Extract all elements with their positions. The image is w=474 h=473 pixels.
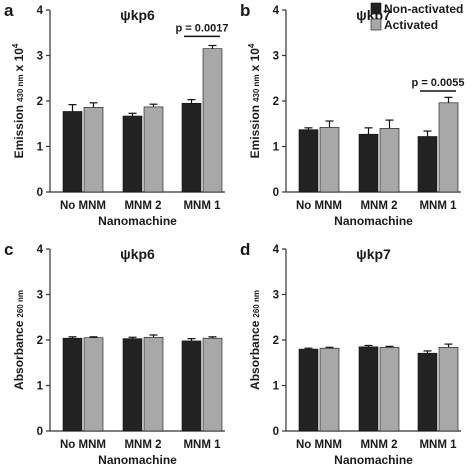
bar-non-activated	[62, 111, 83, 193]
y-axis-label: Absorbance 260 nm	[12, 290, 26, 390]
bar-non-activated	[358, 133, 379, 193]
panel-d: d ψkp7 0 1 2 3 4 Absorbance 260 nm No MNM MNM 2 MNM…	[240, 240, 461, 467]
category-label: MNM 1	[419, 439, 457, 451]
y-axis-label-suffix: x 10	[12, 48, 26, 72]
panel-letter: a	[4, 1, 14, 20]
y-axis-label-sub: 430 nm	[16, 74, 25, 102]
y-tick-label: 2	[273, 96, 279, 108]
legend-swatch	[370, 2, 382, 15]
y-tick-label: 1	[273, 142, 280, 154]
y-axis-label-sub: 260 nm	[252, 290, 261, 318]
y-tick-label: 0	[273, 187, 279, 199]
bar-activated	[438, 102, 459, 193]
bar-activated	[319, 127, 340, 193]
y-axis-label-exp: 4	[247, 43, 256, 48]
bar-activated	[202, 337, 223, 432]
x-axis-label: Nanomachine	[98, 453, 177, 467]
panel-c: c ψkp6 0 1 2 3 4 Absorbance 260 nm No MNM MNM 2 MNM…	[4, 240, 225, 467]
category-label: MNM 2	[124, 200, 161, 212]
panel-letter: b	[240, 1, 250, 20]
bar-non-activated	[122, 115, 143, 193]
category-label: MNM 2	[360, 200, 397, 212]
bar-activated	[83, 337, 104, 432]
bar-non-activated	[122, 338, 143, 432]
panel-letter: c	[4, 240, 13, 259]
y-tick-label: 1	[37, 142, 44, 154]
bar-non-activated	[417, 136, 438, 193]
panel-title: ψkp7	[356, 246, 391, 262]
bar-activated	[438, 346, 459, 432]
y-axis-label-main: Emission	[12, 105, 26, 158]
category-label: No MNM	[296, 439, 342, 451]
y-tick-label: 0	[37, 426, 43, 438]
y-tick-label: 4	[37, 5, 44, 17]
legend-label: Non-activated	[384, 2, 463, 16]
bar-activated	[83, 107, 104, 193]
y-axis-label: Absorbance 260 nm	[248, 290, 262, 390]
category-label: MNM 2	[124, 439, 161, 451]
y-tick-label: 2	[273, 335, 279, 347]
x-axis-label: Nanomachine	[334, 453, 413, 467]
category-label: MNM 1	[183, 439, 221, 451]
bar-activated	[202, 48, 223, 193]
y-axis-label: Emission 430 nm x 104	[247, 43, 262, 158]
legend: Non-activated Activated	[370, 2, 463, 32]
y-axis-label-main: Emission	[248, 105, 262, 158]
category-label: No MNM	[296, 200, 342, 212]
bar-activated	[143, 106, 164, 193]
bar-non-activated	[181, 340, 202, 432]
y-tick-label: 4	[273, 244, 280, 256]
y-axis-label-main: Absorbance	[248, 320, 262, 390]
y-tick-label: 4	[273, 5, 280, 17]
panel-title: ψkp7	[356, 7, 391, 23]
category-label: MNM 1	[183, 200, 221, 212]
category-label: MNM 1	[419, 200, 457, 212]
bar-non-activated	[181, 102, 202, 193]
y-tick-label: 2	[37, 96, 43, 108]
category-label: No MNM	[60, 200, 106, 212]
p-value-label: p = 0.0055	[412, 77, 465, 89]
bar-non-activated	[62, 337, 83, 432]
p-value-label: p = 0.0017	[176, 22, 229, 34]
y-axis-label: Emission 430 nm x 104	[11, 43, 26, 158]
y-tick-label: 3	[37, 290, 43, 302]
y-tick-label: 3	[273, 51, 279, 63]
y-axis-label-sub: 260 nm	[16, 290, 25, 318]
bar-activated	[143, 336, 164, 432]
y-tick-label: 3	[273, 290, 279, 302]
bar-activated	[379, 346, 400, 432]
y-axis-label-sub: 430 nm	[252, 74, 261, 102]
y-tick-label: 0	[273, 426, 279, 438]
y-axis-label-main: Absorbance	[12, 320, 26, 390]
y-tick-label: 2	[37, 335, 43, 347]
y-tick-label: 4	[37, 244, 44, 256]
x-axis-label: Nanomachine	[98, 214, 177, 228]
y-tick-label: 1	[37, 381, 44, 393]
bar-activated	[379, 128, 400, 193]
panel-title: ψkp6	[120, 246, 155, 262]
panel-title: ψkp6	[120, 7, 155, 23]
y-axis-label-exp: 4	[11, 43, 20, 48]
y-tick-label: 1	[273, 381, 280, 393]
bar-non-activated	[358, 346, 379, 432]
x-axis-label: Nanomachine	[334, 214, 413, 228]
bar-non-activated	[298, 348, 319, 432]
y-tick-label: 0	[37, 187, 43, 199]
panel-letter: d	[240, 240, 250, 259]
legend-label: Activated	[384, 18, 438, 32]
bar-non-activated	[298, 129, 319, 193]
legend-swatch	[370, 18, 382, 31]
category-label: MNM 2	[360, 439, 397, 451]
y-tick-label: 3	[37, 51, 43, 63]
bar-activated	[319, 347, 340, 432]
y-axis-label-suffix: x 10	[248, 48, 262, 72]
bar-non-activated	[417, 352, 438, 432]
category-label: No MNM	[60, 439, 106, 451]
